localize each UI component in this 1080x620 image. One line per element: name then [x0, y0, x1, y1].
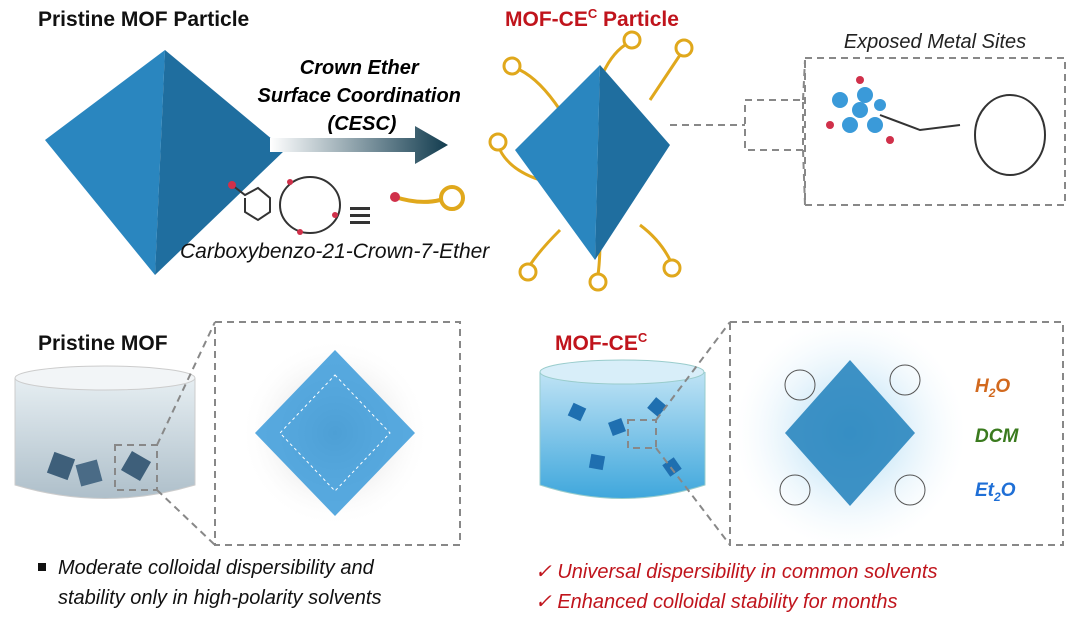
ligand-name: Carboxybenzo-21-Crown-7-Ether: [180, 240, 490, 263]
text-part: Et2O: [975, 480, 1016, 504]
bullet: [38, 563, 46, 571]
title: MOF-CEC Particle: [505, 6, 679, 31]
title: Pristine MOF: [38, 332, 168, 355]
text-part: ✓ Enhanced colloidal stability for month…: [535, 591, 898, 613]
solvent-labels: H2O DCM Et2O: [975, 376, 1024, 504]
equivalence: [350, 207, 370, 224]
title: Pristine MOF Particle: [38, 8, 249, 31]
text-part: 2: [988, 386, 996, 400]
arrow: [270, 126, 448, 164]
text-part: 2: [993, 490, 1001, 504]
text-part: stability only in high-polarity solvents: [58, 587, 382, 609]
ligand-icon: [390, 185, 465, 211]
zoom-box: [670, 57, 1066, 206]
coated-lattice: [735, 318, 965, 548]
text-part: O: [995, 376, 1010, 397]
text-part: ✓ Universal dispersibility in common sol…: [535, 561, 937, 583]
text-part: (CESC): [328, 113, 397, 135]
zoom-box: [627, 321, 1064, 546]
text-part: H2O: [975, 376, 1010, 400]
text-part: H: [975, 376, 990, 397]
note: Moderate colloidal dispersibility and st…: [58, 557, 382, 609]
coated-octahedron: [488, 30, 694, 292]
text-part: Et: [975, 480, 995, 501]
beaker: [539, 359, 706, 499]
text-part: Particle: [597, 8, 679, 31]
text-part: Moderate colloidal dispersibility and: [58, 557, 375, 579]
text-part: C: [638, 330, 648, 345]
title: MOF-CEC: [555, 330, 648, 355]
text-part: Surface Coordination: [258, 85, 461, 107]
octahedron: [45, 50, 285, 275]
ligand-molecule: [228, 176, 341, 235]
zoom-title: Exposed Metal Sites: [844, 31, 1026, 53]
note: ✓ Universal dispersibility in common sol…: [535, 561, 943, 613]
text-part: Crown Ether: [300, 57, 420, 79]
text-part: C: [588, 6, 598, 21]
arrow-label: Crown Ether Surface Coordination (CESC): [258, 57, 467, 135]
text-part: MOF-CE: [505, 8, 588, 31]
metal-cluster: [826, 76, 1046, 176]
text-part: O: [1001, 480, 1016, 501]
zoom-box: [114, 321, 461, 546]
text-part: DCM: [975, 426, 1019, 447]
beaker: [14, 365, 196, 499]
text-part: MOF-CE: [555, 332, 638, 355]
mof-lattice: [240, 338, 430, 528]
